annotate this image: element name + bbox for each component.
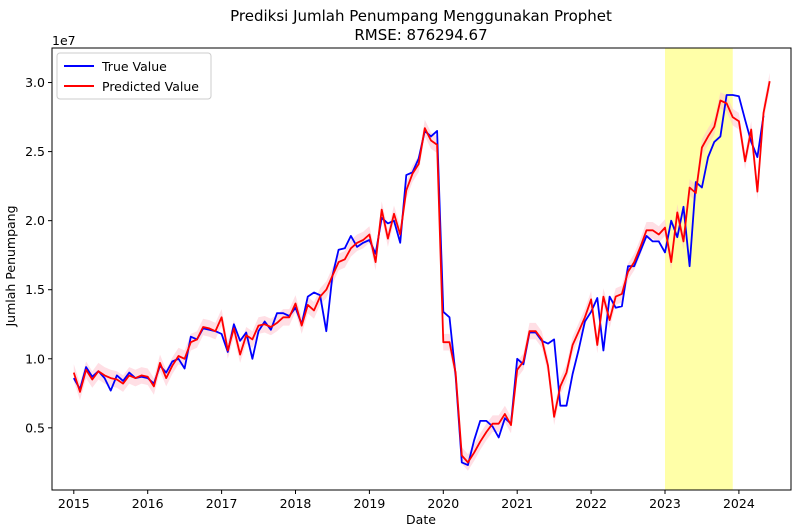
y-tick-label: 1.0 (25, 351, 45, 366)
x-tick-label: 2023 (649, 496, 681, 511)
legend: True Value Predicted Value (56, 52, 212, 100)
y-tick-label: 3.0 (25, 75, 45, 90)
x-tick-label: 2020 (427, 496, 459, 511)
y-tick-label: 2.5 (25, 144, 45, 159)
y-tick-label: 2.0 (25, 213, 45, 228)
chart-title: Prediksi Jumlah Penumpang Menggunakan Pr… (230, 7, 612, 25)
x-tick-label: 2022 (575, 496, 607, 511)
x-tick-label: 2021 (501, 496, 533, 511)
chart-subtitle: RMSE: 876294.67 (354, 26, 487, 44)
x-tick-label: 2016 (132, 496, 164, 511)
y-tick-label: 0.5 (25, 420, 45, 435)
y-offset-label: 1e7 (52, 33, 76, 48)
plot-frame (51, 47, 792, 491)
legend-box (56, 52, 212, 100)
x-axis-title: Date (406, 512, 436, 527)
predicted-uncertainty-band (73, 72, 770, 471)
x-tick-label: 2017 (206, 496, 238, 511)
x-tick-label: 2019 (353, 496, 385, 511)
x-tick-label: 2018 (280, 496, 312, 511)
x-tick-label: 2024 (723, 496, 755, 511)
forecast-highlight-region (664, 48, 733, 490)
legend-label-predicted-value: Predicted Value (102, 79, 199, 94)
x-tick-label: 2015 (58, 496, 90, 511)
legend-label-true-value: True Value (101, 59, 167, 74)
y-axis-title: Jumlah Penumpang (3, 205, 18, 327)
predicted-value-line (72, 81, 771, 464)
y-tick-label: 1.5 (25, 282, 45, 297)
